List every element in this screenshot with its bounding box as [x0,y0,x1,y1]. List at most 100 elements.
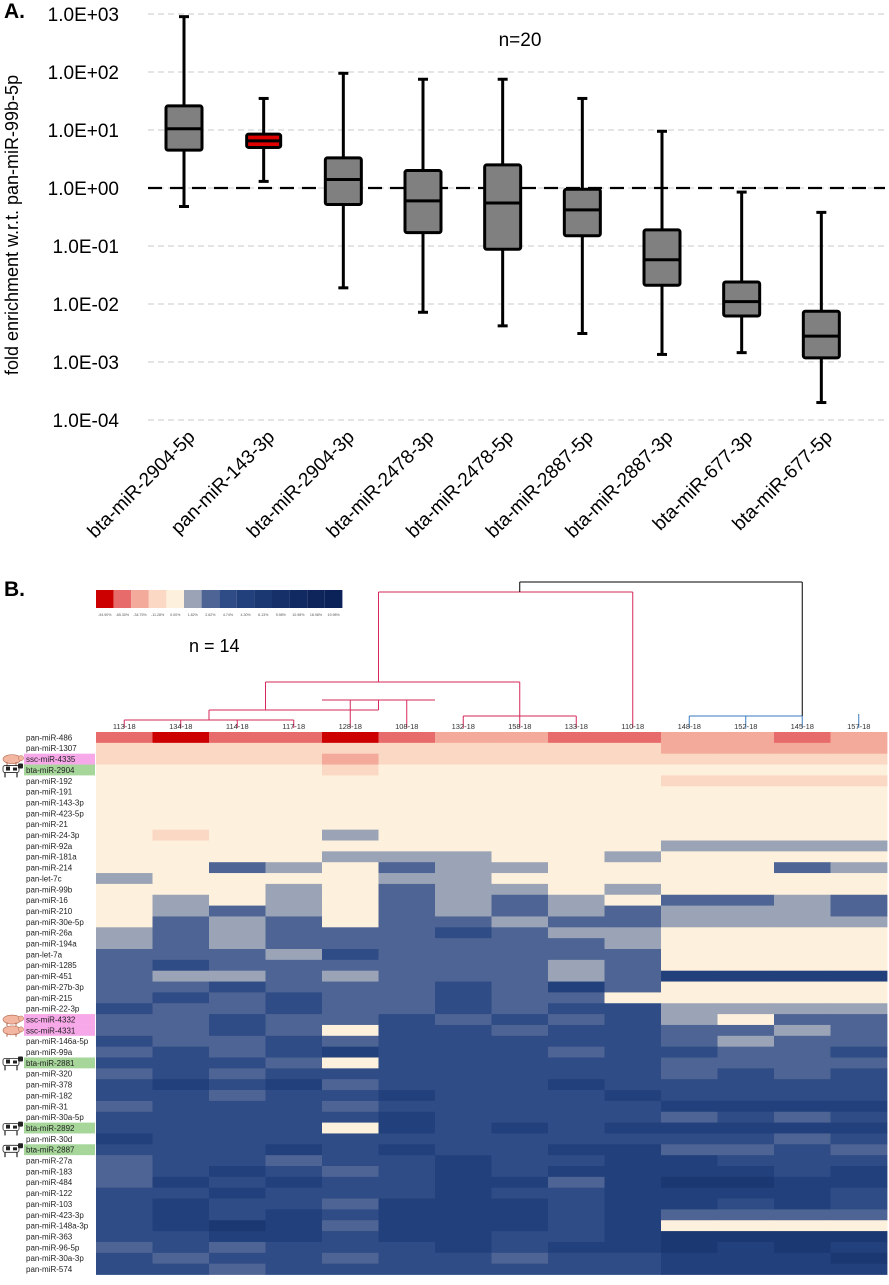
heatmap-cell [378,1176,436,1189]
heatmap-cell [604,764,662,776]
heatmap-cell [378,1231,436,1243]
heatmap-cell [209,851,266,863]
heatmap-cell [604,1144,662,1156]
heatmap-cell [717,1209,775,1221]
heatmap-cell [661,1241,718,1254]
legend-label: 19.98% [327,613,340,617]
row-label: pan-miR-103 [26,1200,73,1209]
heatmap-cell [152,883,210,896]
heatmap-cell [548,1231,605,1243]
heatmap-cell [96,1187,153,1199]
heatmap-cell [209,1122,266,1134]
heatmap-cell [152,1220,210,1232]
legend-label: 6.13% [258,613,269,617]
heatmap-cell [152,862,210,874]
heatmap-cell [491,862,549,874]
row-label: pan-miR-148a-3p [26,1222,89,1231]
heatmap-cell [548,732,605,744]
heatmap-cell [604,905,662,917]
heatmap-cell [265,1252,323,1265]
row-label: pan-miR-122 [26,1189,73,1198]
heatmap-cell [548,1187,605,1199]
heatmap-cell [435,753,492,765]
heatmap-cell [604,1090,662,1102]
heatmap-cell [96,916,153,928]
heatmap-cell [717,981,775,993]
heatmap-cell [265,894,323,906]
heatmap-cell [830,1198,888,1210]
heatmap-cell [265,1100,323,1113]
heatmap-cell [717,1122,775,1134]
heatmap: -94.90% -65.30% -34.75% -11.28% 0.00% 1.82% 2.… [2,581,888,1275]
heatmap-cell [548,927,605,939]
heatmap-cell [209,959,266,972]
heatmap-cell [435,1198,492,1210]
heatmap-cell [378,981,436,993]
heatmap-cell [774,764,831,776]
heatmap-cell [265,938,323,950]
heatmap-cell [322,764,379,776]
heatmap-cell [604,1035,662,1048]
heatmap-cell [491,1024,549,1037]
heatmap-cell [435,829,492,841]
heatmap-cell [548,1209,605,1221]
heatmap-cell [378,992,436,1004]
heatmap-cell [265,1144,323,1156]
heatmap-cell [209,1057,266,1069]
heatmap-cell [661,797,718,809]
heatmap-cell [830,753,888,765]
heatmap-cell [830,927,888,939]
row-label: pan-miR-99b [26,885,73,894]
heatmap-cell [604,894,662,906]
heatmap-cell [96,981,153,993]
heatmap-cell [717,1241,775,1254]
heatmap-cell [435,1068,492,1080]
heatmap-cell [491,786,549,798]
heatmap-cell [717,840,775,852]
heatmap-cell [378,1035,436,1048]
heatmap-cell [209,992,266,1004]
heatmap-cell [152,970,210,982]
heatmap-cell [830,1144,888,1156]
heatmap-cell [265,862,323,874]
heatmap-cell [774,818,831,831]
row-label: pan-miR-183 [26,1167,73,1176]
heatmap-cell [378,1111,436,1123]
heatmap-cell [830,894,888,906]
panel-a: A. 1.0E-04 1.0E-03 1.0E-02 1.0E-01 1.0E+00 1.… [0,0,889,580]
heatmap-cell [830,829,888,841]
heatmap-cell [548,981,605,993]
legend-label: 0.00% [170,613,181,617]
heatmap-cell [96,1231,153,1243]
heatmap-cell [378,883,436,896]
heatmap-cell [265,992,323,1004]
heatmap-cell [661,949,718,961]
column-label: 134-18 [169,722,192,731]
heatmap-cell [548,1079,605,1091]
panel-a-letter: A. [4,0,25,23]
heatmap-cell [435,742,492,755]
heatmap-cell [322,807,379,820]
heatmap-cell [322,992,379,1004]
heatmap-cell [717,883,775,896]
column-label: 128-18 [339,722,362,731]
heatmap-cell [96,775,153,787]
heatmap-cell [548,970,605,982]
heatmap-cell [322,981,379,993]
heatmap-cell [830,1100,888,1113]
heatmap-cell [152,938,210,950]
heatmap-cell [209,970,266,982]
heatmap-cell [265,797,323,809]
heatmap-cell [548,797,605,809]
heatmap-cell [322,1111,379,1123]
heatmap-cell [265,1014,323,1026]
heatmap-cell [661,1263,718,1275]
heatmap-cell [435,1231,492,1243]
heatmap-cell [661,1024,718,1037]
heatmap-cell [491,1198,549,1210]
heatmap-cell [152,894,210,906]
panel-b: B. -94.90% -65.30% -34.75% -11.28% 0.00% 1.82… [0,578,889,1280]
pig-icon [2,1025,24,1037]
heatmap-cell [604,959,662,972]
heatmap-cell [661,1111,718,1123]
